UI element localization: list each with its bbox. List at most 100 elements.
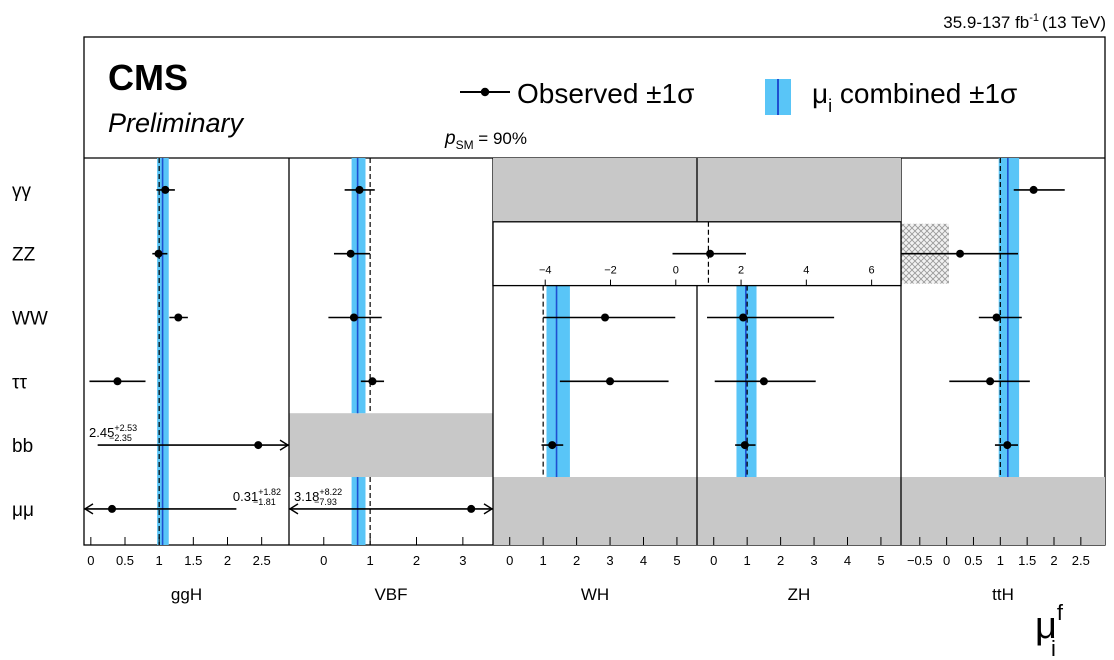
- point-ggh-4: [254, 441, 263, 450]
- inset-tick-label-3: 2: [738, 265, 744, 277]
- legend: Observed ±1σ μi combined ±1σ: [460, 78, 1017, 116]
- tick-label-zh-2: 2: [777, 553, 784, 568]
- value-label-plus: +1.82: [258, 487, 281, 497]
- value-label-minus: −2.35: [109, 433, 132, 443]
- point-ggh-3: [113, 377, 122, 386]
- point-ggh-2: [174, 313, 183, 322]
- arrow-low-ggh-5: [83, 503, 94, 515]
- tick-label-tth-4: 1.5: [1018, 553, 1036, 568]
- tick-label-zh-5: 5: [877, 553, 884, 568]
- tick-label-tth-3: 1: [997, 553, 1004, 568]
- tick-label-tth-6: 2.5: [1072, 553, 1090, 568]
- psm-value: = 90%: [474, 129, 527, 148]
- point-zh-3: [759, 377, 768, 386]
- legend-combined-text: combined ±1σ: [832, 78, 1017, 109]
- point-tth-1: [956, 249, 965, 258]
- legend-mu: μ: [812, 78, 828, 109]
- panel-title-vbf: VBF: [374, 585, 407, 604]
- wh-zh-zz-inset: −4 −2 0 2 4 6: [492, 158, 902, 287]
- value-label-plus: +8.22: [319, 487, 342, 497]
- tick-label-ggh-2: 1: [156, 553, 163, 568]
- decay-label-1: ZZ: [12, 245, 36, 266]
- decay-label-0: γγ: [12, 181, 32, 202]
- tick-label-wh-0: 0: [506, 553, 513, 568]
- tick-label-tth-2: 0.5: [964, 553, 982, 568]
- inset-point: [706, 249, 715, 258]
- combined-band-wh-0: [546, 285, 570, 477]
- tick-label-ggh-1: 0.5: [116, 553, 134, 568]
- inset-tick-label-2: 0: [673, 265, 679, 277]
- decay-label-3: ττ: [12, 372, 28, 393]
- lumi-label: 35.9-137 fb-1 (13 TeV): [943, 12, 1106, 32]
- tick-label-zh-1: 1: [744, 553, 751, 568]
- value-label-main: 2.45: [89, 425, 114, 440]
- legend-combined-label: μi combined ±1σ: [812, 78, 1017, 116]
- grey-row-vbf-4: [289, 413, 493, 477]
- tick-label-wh-2: 2: [573, 553, 580, 568]
- tick-label-wh-5: 5: [673, 553, 680, 568]
- panel-vbf: 3.18+8.22 −7.93 0 1 2 3 VBF: [288, 158, 494, 604]
- grey-row-wh-5: [493, 477, 697, 545]
- panels-group: 2.45+2.53 −2.35 0.31+1.82 −1.81 0 0.5 1 1.5 2 2.5…: [83, 158, 1105, 604]
- tick-label-vbf-0: 0: [320, 553, 327, 568]
- cms-label: CMS: [108, 57, 188, 98]
- axis-superscript-f: f: [1057, 600, 1064, 625]
- point-vbf-2: [349, 313, 358, 322]
- arrow-high-vbf-5: [483, 503, 494, 515]
- arrow-high-ggh-4: [279, 439, 290, 451]
- inset-tick-label-0: −4: [539, 265, 552, 277]
- value-label-main: 0.31: [233, 489, 258, 504]
- tick-label-zh-3: 3: [810, 553, 817, 568]
- value-label-ggh-5: 0.31+1.82 −1.81: [233, 487, 281, 507]
- tick-label-ggh-5: 2.5: [253, 553, 271, 568]
- tick-label-wh-3: 3: [606, 553, 613, 568]
- combined-band-vbf-0: [351, 158, 366, 414]
- tick-label-zh-0: 0: [710, 553, 717, 568]
- x-axis-title: μf i: [1035, 600, 1064, 660]
- point-zh-2: [739, 313, 748, 322]
- tick-label-ggh-0: 0: [87, 553, 94, 568]
- lumi-superscript: -1: [1029, 12, 1039, 24]
- psm-sub: SM: [456, 138, 474, 152]
- point-wh-4: [548, 441, 557, 450]
- grey-row-zh-5: [697, 477, 901, 545]
- value-label-main: 3.18: [294, 489, 319, 504]
- point-ggh-5: [108, 504, 117, 513]
- tick-label-tth-5: 2: [1050, 553, 1057, 568]
- point-vbf-1: [346, 249, 355, 258]
- grey-row-tth-5: [901, 477, 1105, 545]
- axis-mu: μ: [1035, 605, 1057, 647]
- panel-title-zh: ZH: [788, 585, 811, 604]
- panel-tth: −0.5 0 0.5 1 1.5 2 2.5 ttH: [900, 158, 1105, 604]
- value-label-ggh-4: 2.45+2.53 −2.35: [89, 423, 137, 443]
- arrow-low-vbf-5: [288, 503, 299, 515]
- panel-title-wh: WH: [581, 585, 609, 604]
- decay-label-4: bb: [12, 436, 33, 457]
- tick-label-ggh-4: 2: [224, 553, 231, 568]
- point-zh-4: [740, 441, 749, 450]
- tick-label-zh-4: 4: [844, 553, 851, 568]
- psm-p: p: [444, 128, 456, 149]
- legend-observed-label: Observed ±1σ: [517, 78, 694, 109]
- point-vbf-3: [368, 377, 377, 386]
- panel-title-ggh: ggH: [171, 585, 202, 604]
- axis-subscript-i: i: [1051, 636, 1056, 660]
- tick-label-vbf-3: 3: [459, 553, 466, 568]
- point-ggh-0: [161, 185, 170, 194]
- tick-label-wh-1: 1: [540, 553, 547, 568]
- tick-label-ggh-3: 1.5: [184, 553, 202, 568]
- lumi-value: 35.9-137 fb: [943, 13, 1029, 32]
- panel-title-tth: ttH: [992, 585, 1014, 604]
- preliminary-label: Preliminary: [108, 108, 245, 138]
- inset-tick-label-1: −2: [604, 265, 617, 277]
- point-tth-2: [992, 313, 1001, 322]
- decay-label-5: μμ: [12, 500, 34, 521]
- tick-label-tth-1: 0: [943, 553, 950, 568]
- point-tth-4: [1003, 441, 1012, 450]
- inset-tick-label-5: 6: [869, 265, 875, 277]
- value-label-minus: −7.93: [314, 497, 337, 507]
- point-tth-3: [986, 377, 995, 386]
- point-wh-3: [606, 377, 615, 386]
- tick-label-vbf-2: 2: [413, 553, 420, 568]
